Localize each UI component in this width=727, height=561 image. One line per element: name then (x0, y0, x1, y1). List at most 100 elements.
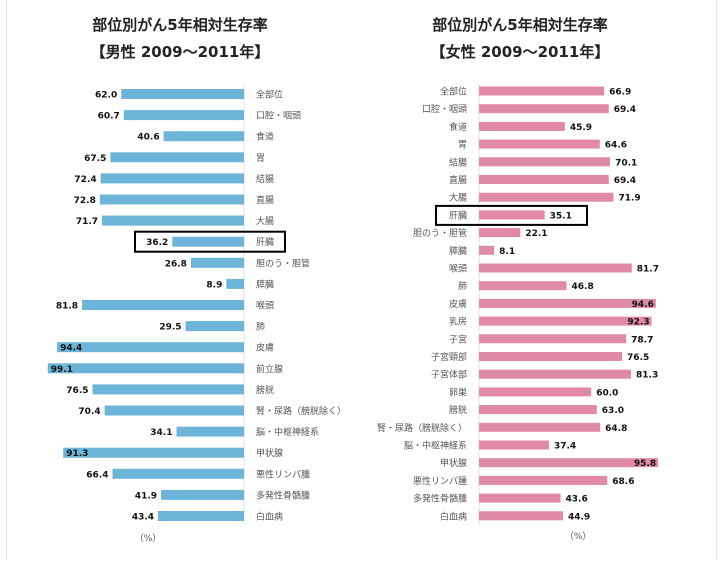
female-bar (479, 369, 632, 379)
male-bar (100, 173, 244, 184)
female-title-text: 部位別がん5年相対生存率 (432, 16, 608, 34)
female-value-label: 37.4 (554, 442, 576, 452)
female-category-label: 直腸 (449, 174, 467, 186)
male-bar (163, 131, 244, 142)
female-bar (479, 316, 652, 326)
female-category-label: 皮膚 (449, 298, 467, 310)
female-bar (479, 192, 614, 202)
female-category-label: 結腸 (449, 156, 467, 168)
male-value-label: 81.8 (56, 302, 78, 312)
male-value-label: 91.3 (66, 449, 88, 459)
male-category-label: 結腸 (256, 173, 274, 185)
female-value-label: 81.7 (637, 265, 659, 275)
female-value-label: 22.1 (525, 229, 547, 239)
male-bar (185, 321, 244, 332)
female-chart-title: 部位別がん5年相対生存率 【女性 2009～2011年】 (400, 14, 640, 63)
female-value-label: 81.3 (636, 371, 658, 381)
male-bar (102, 215, 244, 226)
female-bar (479, 139, 600, 149)
male-value-label: 72.8 (74, 196, 96, 206)
female-value-label: 68.6 (612, 477, 634, 487)
male-bar (47, 363, 245, 374)
female-category-label: 子宮頸部 (431, 351, 467, 363)
male-category-label: 口腔・咽頭 (256, 110, 301, 122)
female-category-label: 子宮体部 (431, 369, 467, 381)
female-category-label: 甲状腺 (440, 457, 467, 469)
female-bar (479, 352, 623, 361)
male-value-label: 66.4 (86, 470, 108, 480)
female-bar (479, 175, 609, 184)
female-value-label: 8.1 (499, 247, 515, 257)
female-unit-label: （%） (565, 531, 592, 542)
male-bar (158, 511, 244, 521)
female-bar (479, 245, 495, 255)
female-bar (479, 405, 597, 415)
female-bar (479, 298, 656, 308)
female-value-label: 95.8 (634, 459, 656, 469)
male-category-label: 多発性骨髄腫 (256, 489, 310, 501)
female-category-label: 食道 (449, 121, 467, 133)
male-category-label: 腎・尿路（膀胱除く） (256, 405, 346, 417)
female-category-label: 胆のう・胆管 (413, 227, 467, 239)
male-category-label: 肺 (256, 322, 265, 333)
male-category-label: 胃 (256, 153, 265, 164)
male-title-text: 部位別がん5年相対生存率 (92, 16, 268, 34)
male-value-label: 62.0 (95, 91, 117, 101)
female-category-label: 脳・中枢神経系 (404, 440, 467, 452)
male-value-label: 99.1 (51, 365, 73, 375)
male-bar (104, 405, 244, 416)
male-bar (123, 110, 244, 121)
female-value-label: 35.1 (550, 211, 572, 221)
female-category-label: 喉頭 (449, 263, 467, 275)
female-value-label: 64.8 (605, 424, 627, 434)
male-category-label: 前立腺 (256, 363, 283, 375)
male-category-label: 大腸 (256, 215, 274, 227)
female-category-label: 子宮 (449, 333, 467, 345)
female-category-label: 多発性骨髄腫 (413, 493, 467, 505)
female-bar (479, 475, 608, 485)
male-category-label: 白血病 (256, 511, 283, 523)
female-category-label: 胃 (458, 140, 467, 151)
female-highlight-box (435, 204, 588, 226)
female-subtitle-text: 【女性 2009～2011年】 (430, 43, 610, 61)
male-highlight-box (134, 230, 286, 253)
male-value-label: 60.7 (98, 112, 120, 122)
female-bar (479, 281, 567, 291)
female-bar (479, 511, 563, 521)
male-value-label: 41.9 (135, 491, 157, 501)
female-value-label: 43.6 (566, 495, 588, 505)
male-bar (161, 489, 244, 500)
male-bar (112, 468, 244, 479)
male-category-label: 膀胱 (256, 384, 274, 396)
female-value-label: 69.4 (614, 176, 636, 186)
female-value-label: 94.6 (632, 300, 654, 310)
male-value-label: 29.5 (159, 323, 181, 333)
male-value-label: 8.9 (206, 280, 222, 290)
male-bar (82, 300, 244, 310)
female-bar (479, 440, 549, 450)
female-bar (479, 121, 565, 131)
female-value-label: 44.9 (568, 512, 590, 522)
male-value-label: 70.4 (78, 407, 100, 417)
female-bar (479, 104, 609, 114)
female-value-label: 63.0 (602, 406, 624, 416)
male-category-label: 甲状腺 (256, 447, 283, 459)
male-value-label: 67.5 (84, 154, 106, 164)
male-bar (172, 236, 244, 247)
female-category-label: 乳房 (449, 316, 467, 328)
male-value-label: 43.4 (132, 513, 154, 523)
male-unit-label: （%） (135, 533, 162, 544)
male-bar (99, 194, 244, 205)
female-bar (479, 422, 601, 432)
male-category-label: 胆のう・胆管 (256, 257, 310, 269)
female-bar (479, 86, 605, 96)
male-bar (57, 342, 245, 353)
male-category-label: 喉頭 (256, 300, 274, 312)
female-value-label: 69.4 (614, 105, 636, 115)
male-chart-title: 部位別がん5年相対生存率 【男性 2009～2011年】 (60, 14, 300, 63)
female-bar (479, 228, 521, 238)
male-value-label: 36.2 (146, 238, 168, 248)
female-value-label: 46.8 (572, 282, 594, 292)
female-bar (479, 210, 545, 220)
